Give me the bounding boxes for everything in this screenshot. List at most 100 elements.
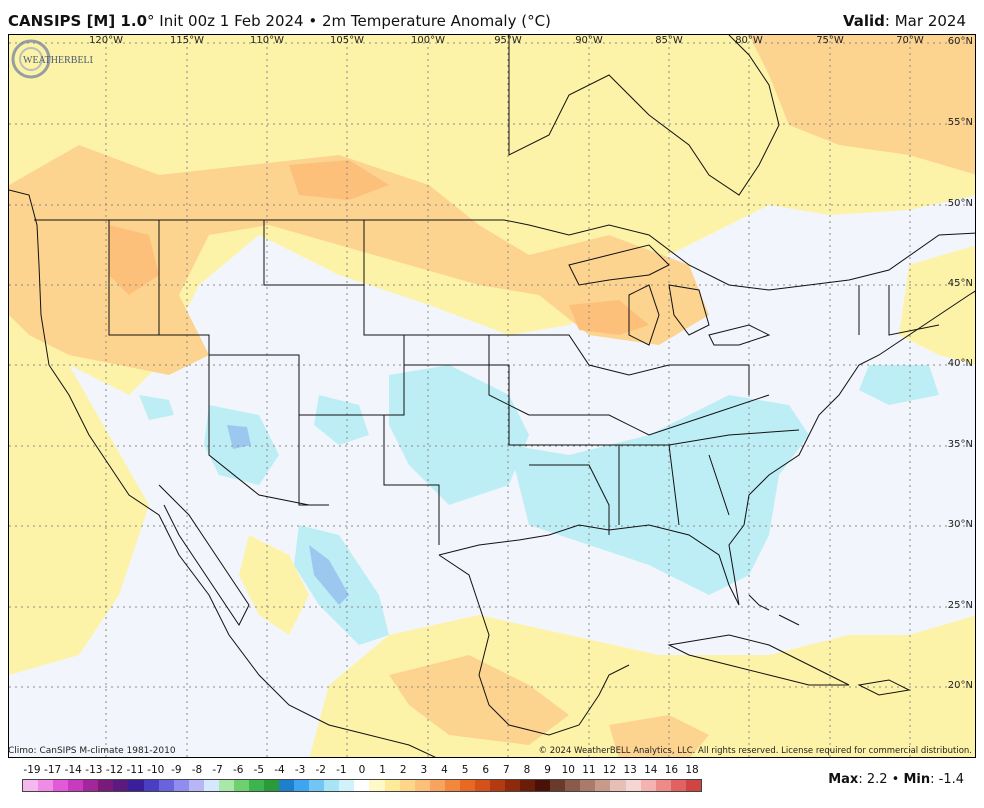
latitude-label: 20°N (947, 680, 973, 691)
legend-tick-labels: -19 -17 -14 -13 -12 -11 -10 -9 -8 -7 -6 -5 -4 -3 -2 -1 0… (22, 764, 702, 778)
legend-swatch (610, 780, 626, 791)
longitude-label: 110°W (250, 35, 284, 46)
legend-swatch (203, 780, 219, 791)
legend-tick-label: -11 (126, 764, 144, 776)
legend-swatch (143, 780, 159, 791)
legend-tick-label: -13 (85, 764, 103, 776)
legend-swatch (505, 780, 521, 791)
latitude-label: 25°N (947, 600, 973, 611)
legend-swatch (625, 780, 641, 791)
model-name: CANSIPS [M] 1.0 (8, 12, 148, 30)
longitude-label: 95°W (494, 35, 522, 46)
boundaries (9, 35, 975, 757)
longitude-label: 75°W (816, 35, 844, 46)
legend-swatch (279, 780, 295, 791)
legend-swatch (68, 780, 84, 791)
legend-swatch (128, 780, 144, 791)
legend-tick-label: 2 (399, 764, 407, 776)
legend-tick-label: 12 (602, 764, 617, 776)
min-value: : -1.4 (930, 772, 964, 787)
legend-tick-label: 10 (561, 764, 575, 776)
legend-tick-label: 0 (358, 764, 366, 776)
legend-swatch (459, 780, 475, 791)
legend-swatch (655, 780, 671, 791)
valid-period: Valid: Mar 2024 (843, 12, 966, 30)
legend-swatch (550, 780, 566, 791)
legend-tick-label: -4 (274, 764, 285, 776)
climatology-note: Climo: CanSIPS M-climate 1981-2010 (8, 746, 176, 756)
legend-swatch (309, 780, 325, 791)
valid-label: Valid (842, 12, 885, 30)
legend-swatch (158, 780, 174, 791)
legend-tick-label: -9 (171, 764, 182, 776)
legend-swatch (53, 780, 69, 791)
map-title: CANSIPS [M] 1.0° Init 00z 1 Feb 2024 • 2… (8, 12, 551, 30)
legend-swatch (369, 780, 385, 791)
legend-tick-label: 4 (441, 764, 448, 776)
legend-swatch (474, 780, 490, 791)
legend-tick-label: -12 (105, 764, 124, 776)
legend-swatch (640, 780, 656, 791)
legend-swatch (38, 780, 54, 791)
legend-swatch (444, 780, 460, 791)
max-value: : 2.2 (858, 772, 888, 787)
legend-swatch (429, 780, 445, 791)
legend-tick-label: -8 (191, 764, 203, 776)
legend-tick-label: -14 (64, 764, 82, 776)
latitude-label: 45°N (947, 278, 973, 289)
legend-swatch (685, 780, 701, 791)
legend-tick-label: 1 (379, 764, 386, 776)
legend-tick-label: 13 (623, 764, 637, 776)
orange-anomaly-regions (9, 35, 975, 757)
valid-value: : Mar 2024 (884, 12, 966, 30)
legend-tick-label: 8 (523, 764, 531, 776)
legend-swatch (324, 780, 340, 791)
longitude-label: 90°W (575, 35, 603, 46)
legend-swatch (489, 780, 505, 791)
legend-tick-label: 14 (644, 764, 658, 776)
legend-tick-label: -2 (315, 764, 326, 776)
legend-swatch (535, 780, 551, 791)
latitude-label: 55°N (947, 117, 973, 128)
legend-swatch (264, 780, 280, 791)
latitude-label: 35°N (947, 439, 973, 450)
legend-swatch (113, 780, 129, 791)
legend-swatch (83, 780, 99, 791)
legend-swatch (565, 780, 581, 791)
legend-swatch (294, 780, 310, 791)
legend-swatch (98, 780, 114, 791)
legend-tick-label: -19 (23, 764, 41, 776)
legend-swatch (233, 780, 249, 791)
longitude-label: 100°W (411, 35, 445, 46)
legend-tick-label: -7 (212, 764, 223, 776)
legend-swatch (414, 780, 430, 791)
legend-tick-label: -3 (294, 764, 306, 776)
legend-swatch (339, 780, 355, 791)
min-label: Min (903, 772, 931, 787)
copyright-note: © 2024 WeatherBELL Analytics, LLC. All r… (538, 746, 972, 756)
legend-swatch (354, 780, 370, 791)
legend-swatch (218, 780, 234, 791)
longitude-label: 115°W (170, 35, 204, 46)
legend-tick-label: -10 (147, 764, 165, 776)
legend-tick-label: 6 (482, 764, 490, 776)
graticule (9, 35, 975, 757)
blue-anomaly-pockets (227, 425, 349, 605)
latitude-label: 30°N (947, 519, 973, 530)
legend-tick-label: 11 (582, 764, 596, 776)
max-min-summary: Max: 2.2 • Min: -1.4 (828, 772, 964, 787)
legend-tick-label: 7 (503, 764, 510, 776)
longitude-label: 85°W (655, 35, 683, 46)
legend-swatch (670, 780, 686, 791)
svg-text:WEATHERBELL: WEATHERBELL (23, 55, 93, 66)
legend-tick-label: -6 (233, 764, 244, 776)
legend-tick-label: -5 (253, 764, 265, 776)
legend-tick-label: 3 (420, 764, 428, 776)
legend-swatch (384, 780, 400, 791)
legend-tick-label: 9 (544, 764, 551, 776)
legend-swatch (399, 780, 415, 791)
legend-tick-label: -1 (336, 764, 347, 776)
anomaly-map[interactable]: 120°W 115°W 110°W 105°W 100°W 95°W 90°W 85°W 80°… (8, 34, 976, 758)
separator: • (887, 772, 904, 787)
legend-tick-label: 5 (461, 764, 469, 776)
